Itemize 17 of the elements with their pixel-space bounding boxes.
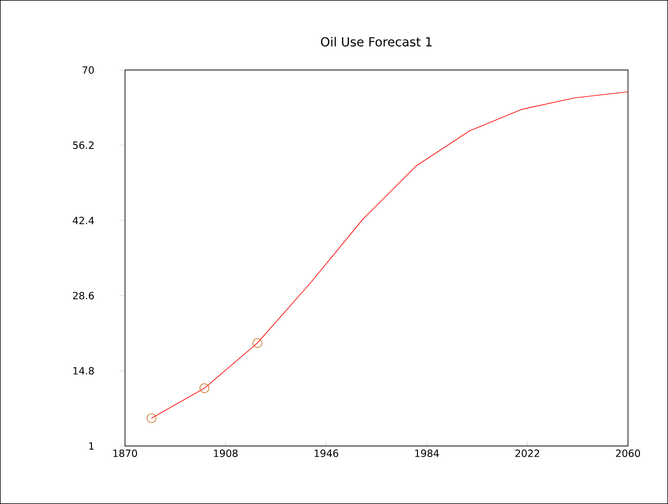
y-tick-label: 42.4: [72, 216, 94, 224]
x-tick-label: 1946: [314, 450, 338, 458]
chart-title: Oil Use Forecast 1: [320, 36, 432, 46]
y-tick-label: 70: [82, 66, 94, 74]
x-tick-label: 1870: [113, 450, 138, 458]
point: [252, 338, 262, 348]
y-tick-label: 56.2: [73, 141, 94, 149]
y-tick-label: 1: [89, 442, 94, 450]
x-tick-label: 2060: [616, 450, 640, 458]
point: [200, 383, 210, 394]
y-tick-label: 28.6: [73, 292, 94, 300]
x-tick-label: 2022: [515, 450, 540, 458]
x-tick-label: 1908: [214, 450, 238, 458]
y-tick-label: 14.8: [73, 367, 94, 375]
point: [146, 413, 156, 424]
line-series: [151, 91, 628, 419]
x-tick-label: 1984: [415, 450, 439, 458]
